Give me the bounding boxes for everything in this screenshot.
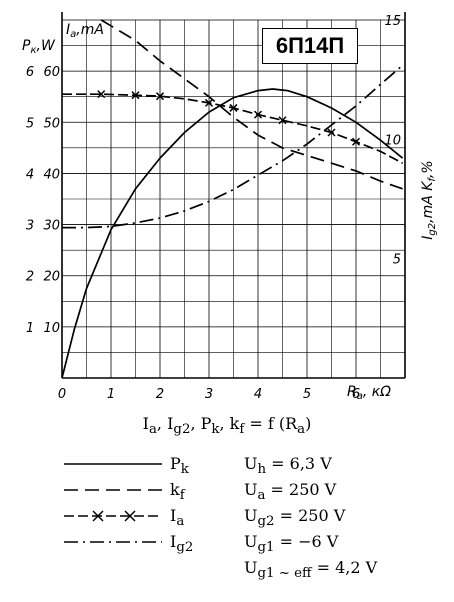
ia-tick-label: 30: [43, 219, 60, 234]
legend-condition-value: = 250 V: [274, 506, 346, 525]
x-tick-label: 0: [58, 387, 66, 402]
ia-cross-marker: [97, 90, 106, 99]
legend-line-sample: [64, 489, 162, 491]
ia-cross-marker: [278, 116, 287, 125]
caption-text: , P: [190, 414, 212, 433]
pk-tick-label: 3: [26, 219, 34, 234]
legend-condition-value: = 4,2 V: [311, 558, 378, 577]
legend-line-sample: [64, 463, 162, 465]
ia-tick-label: 60: [43, 65, 60, 80]
caption-text: ): [305, 414, 312, 433]
legend-series-subscript: a: [176, 514, 185, 530]
legend-series-name: Pk: [170, 454, 189, 478]
ia-cross-marker: [131, 91, 140, 100]
legend-series-subscript: f: [179, 488, 185, 504]
legend-cross-marker: [92, 510, 104, 522]
ia-tick-label: 40: [43, 167, 60, 182]
series-Ia-line: [62, 93, 404, 164]
legend-condition-subscript: g1 ~ eff: [257, 566, 312, 582]
pk-tick-label: 6: [26, 65, 34, 80]
right-tick-label: 15: [384, 14, 401, 29]
legend-condition-subscript: h: [257, 462, 267, 478]
tube-name-box: 6П14П: [262, 28, 358, 64]
legend-series-name: Ig2: [170, 532, 194, 556]
legend-row: Pk Uh = 6,3 V: [64, 452, 444, 478]
caption-text: = f (R: [244, 414, 298, 433]
ia-axis-label: Ia,mA: [66, 22, 104, 40]
caption-subscript: f: [239, 422, 245, 438]
legend-condition-subscript: g1: [257, 540, 275, 556]
legend-line-sample: [64, 541, 162, 543]
legend-condition-value: = −6 V: [274, 532, 339, 551]
x-tick-label: 3: [205, 387, 213, 402]
legend-condition: Ug1 = −6 V: [244, 532, 339, 556]
legend-series-subscript: g2: [176, 540, 194, 556]
tube-name: 6П14П: [275, 33, 345, 58]
ia-tick-label: 10: [43, 321, 60, 336]
legend-condition-value: = 250 V: [265, 480, 337, 499]
right-axis-label: Ig2,mA Kf,%: [420, 160, 438, 239]
x-axis-label: Ra, кΩ: [347, 384, 391, 402]
caption-subscript: g2: [173, 422, 191, 438]
series-kf-line: [100, 19, 403, 190]
right-tick-label: 5: [393, 253, 401, 268]
pk-axis-label: Pк,W: [22, 38, 56, 56]
legend-condition-value: = 6,3 V: [266, 454, 332, 473]
x-tick-label: 6: [352, 387, 360, 402]
chart: 0 1 2 3 4 5 6Ra, кΩ12345610203040506051015Pк,W…: [22, 12, 438, 402]
right-tick-label: 10: [384, 133, 401, 148]
series-Ig2-line: [62, 64, 404, 229]
function-caption: Ia, Ig2, Pk, kf = f (Ra): [0, 414, 454, 437]
legend-condition: Ug2 = 250 V: [244, 506, 346, 530]
legend-condition: Uh = 6,3 V: [244, 454, 332, 478]
legend-row: kf Ua = 250 V: [64, 478, 444, 504]
pk-tick-label: 5: [26, 116, 34, 131]
legend-condition: Ua = 250 V: [244, 480, 337, 504]
ia-cross-marker: [327, 128, 336, 137]
legend-condition: Ug1 ~ eff = 4,2 V: [244, 558, 378, 582]
pk-tick-label: 4: [26, 167, 34, 182]
legend-line-sample: [64, 510, 162, 522]
legend-row: Ia Ug2 = 250 V: [64, 504, 444, 530]
ia-cross-marker: [229, 103, 238, 112]
caption-text: I: [142, 414, 149, 433]
ia-tick-label: 50: [43, 116, 60, 131]
legend-cross-marker: [124, 510, 136, 522]
ia-cross-marker: [253, 110, 263, 119]
caption-subscript: a: [297, 422, 306, 438]
legend-series-name: Ia: [170, 506, 185, 530]
ia-cross-marker: [204, 98, 214, 107]
caption-text: , I: [156, 414, 174, 433]
caption-text: , k: [219, 414, 240, 433]
series-Pk-line: [61, 88, 404, 379]
pk-tick-label: 1: [26, 321, 34, 336]
legend-row: Ig2 Ug1 = −6 V: [64, 530, 444, 556]
x-tick-label: 5: [303, 387, 311, 402]
caption-subscript: k: [211, 422, 220, 438]
legend-row: Ug1 ~ eff = 4,2 V: [64, 556, 444, 582]
legend-condition-subscript: a: [257, 488, 266, 504]
caption-subscript: a: [148, 422, 157, 438]
ia-cross-marker: [155, 92, 165, 101]
legend-series-subscript: k: [180, 462, 189, 478]
pk-tick-label: 2: [26, 270, 34, 285]
legend-series-name: kf: [170, 480, 185, 504]
x-tick-label: 1: [107, 387, 115, 402]
x-tick-label: 4: [254, 387, 262, 402]
ia-tick-label: 20: [43, 270, 60, 285]
ia-cross-marker: [351, 137, 361, 146]
legend-condition-subscript: g2: [257, 514, 275, 530]
x-tick-label: 2: [156, 387, 164, 402]
